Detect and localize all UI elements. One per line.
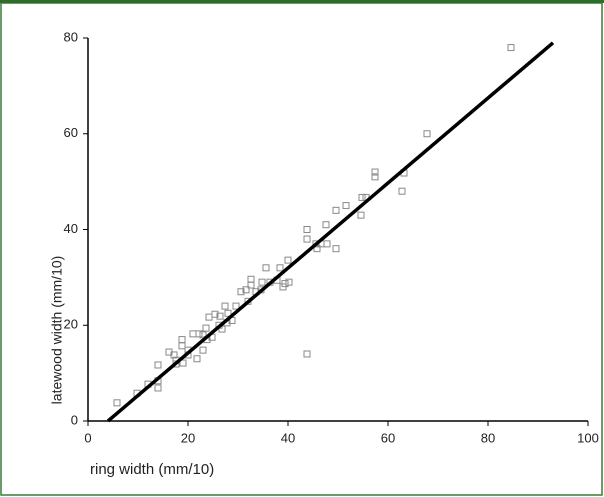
- point: [202, 324, 210, 332]
- point: [199, 346, 207, 354]
- point: [221, 302, 229, 310]
- plot-area: 0 20 40 60 80 0 20 40 60 80 100: [64, 29, 599, 445]
- point: [303, 350, 311, 358]
- point: [154, 384, 162, 392]
- fit-line: [106, 41, 555, 423]
- point: [371, 173, 379, 181]
- y-axis-label: latewood width (mm/10): [49, 256, 65, 405]
- point: [247, 281, 255, 289]
- y-tick-label: 0: [71, 412, 78, 427]
- point: [262, 264, 270, 272]
- point: [276, 264, 284, 272]
- point: [232, 302, 240, 310]
- point: [285, 278, 293, 286]
- point: [371, 168, 379, 176]
- top-bar: [0, 0, 604, 3]
- x-tick-label: 40: [281, 430, 295, 445]
- point: [358, 193, 366, 201]
- point: [179, 359, 187, 367]
- point: [154, 361, 162, 369]
- point: [165, 348, 173, 356]
- point: [398, 187, 406, 195]
- x-tick-label: 20: [181, 430, 195, 445]
- point: [284, 256, 292, 264]
- point: [199, 331, 207, 339]
- point: [279, 283, 287, 291]
- x-tick-label: 100: [577, 430, 599, 445]
- y-tick-label: 80: [64, 29, 78, 44]
- point: [242, 286, 250, 294]
- y-tick-label: 20: [64, 317, 78, 332]
- y-tick-label: 60: [64, 125, 78, 140]
- x-axis-label: ring width (mm/10): [90, 461, 214, 478]
- point: [178, 342, 186, 350]
- point: [303, 226, 311, 233]
- point: [423, 130, 431, 138]
- x-tick-label: 60: [381, 430, 395, 445]
- y-tick-label: 40: [64, 221, 78, 236]
- point: [189, 330, 197, 338]
- point: [205, 313, 213, 321]
- point: [237, 288, 245, 296]
- point: [303, 235, 311, 243]
- point: [247, 275, 255, 283]
- point: [113, 399, 121, 407]
- point: [193, 355, 201, 363]
- point: [224, 309, 232, 317]
- point: [332, 206, 340, 214]
- point: [216, 312, 224, 320]
- point: [258, 278, 266, 286]
- point: [357, 211, 365, 219]
- point: [342, 202, 350, 210]
- x-tick-label: 0: [84, 430, 91, 445]
- point: [178, 336, 186, 344]
- x-tick-label: 80: [481, 430, 495, 445]
- point: [323, 240, 331, 248]
- point: [507, 44, 515, 52]
- point: [322, 221, 330, 229]
- point: [332, 245, 340, 253]
